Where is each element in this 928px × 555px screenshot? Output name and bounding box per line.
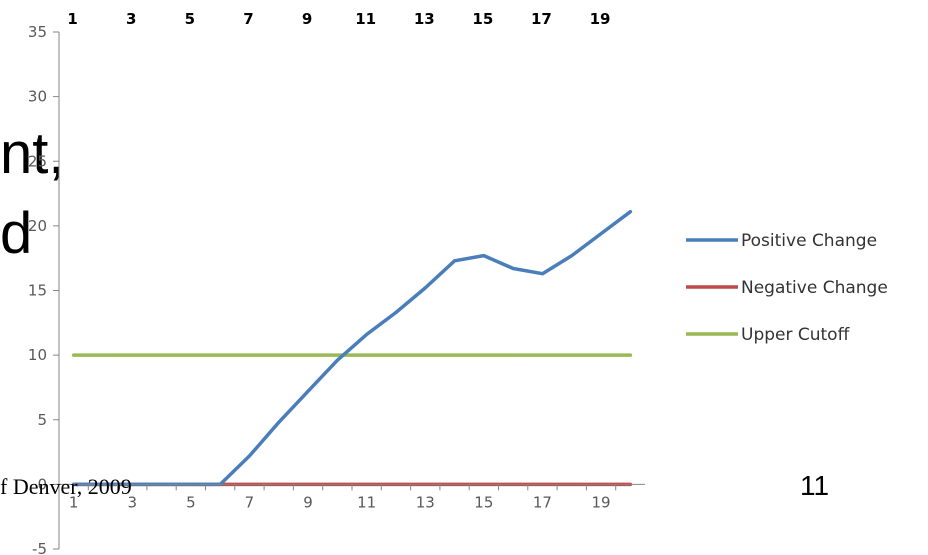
x-tick-label: 17 — [533, 493, 552, 511]
slide-text-fragment: d — [0, 201, 33, 266]
top-x-tick-label: 9 — [302, 10, 312, 28]
legend: Positive Change Negative Change Upper Cuto… — [686, 231, 888, 345]
top-x-tick-label: 11 — [355, 10, 376, 28]
x-tick-label: 1 — [69, 493, 79, 511]
y-tick-label: 30 — [28, 88, 47, 106]
series-layer — [71, 209, 633, 487]
x-tick-label: 3 — [127, 493, 137, 511]
x-tick-label: 5 — [186, 493, 196, 511]
top-x-tick-label: 7 — [243, 10, 253, 28]
y-tick-label: 35 — [28, 23, 47, 41]
top-x-tick-label: 5 — [185, 10, 195, 28]
y-tick-label: 0 — [37, 475, 47, 493]
top-x-tick-label: 1 — [67, 10, 77, 28]
y-tick-label: 5 — [37, 411, 47, 429]
y-tick-label: 15 — [28, 282, 47, 300]
x-tick-label: 13 — [416, 493, 435, 511]
series-line-positive-change — [71, 209, 633, 487]
y-tick-label: 20 — [28, 217, 47, 235]
x-tick-label: 11 — [357, 493, 376, 511]
legend-label: Negative Change — [741, 278, 888, 298]
top-x-tick-label: 15 — [472, 10, 493, 28]
legend-label: Upper Cutoff — [741, 325, 851, 345]
top-x-tick-label: 3 — [126, 10, 136, 28]
x-tick-label: 9 — [303, 493, 313, 511]
slide-text-fragment: nt, — [0, 121, 65, 186]
top-x-tick-label: 13 — [414, 10, 435, 28]
y-tick-label: -5 — [32, 540, 47, 555]
slide-number: 11 — [800, 470, 830, 501]
x-tick-label: 19 — [592, 493, 611, 511]
top-x-tick-label: 19 — [590, 10, 611, 28]
legend-label: Positive Change — [741, 231, 877, 251]
x-tick-label: 7 — [245, 493, 255, 511]
y-tick-label: 25 — [28, 152, 47, 170]
footer-text: f Denver, 2009 — [0, 474, 132, 499]
x-tick-label: 15 — [474, 493, 493, 511]
top-x-tick-label: 17 — [531, 10, 552, 28]
y-tick-label: 10 — [28, 346, 47, 364]
